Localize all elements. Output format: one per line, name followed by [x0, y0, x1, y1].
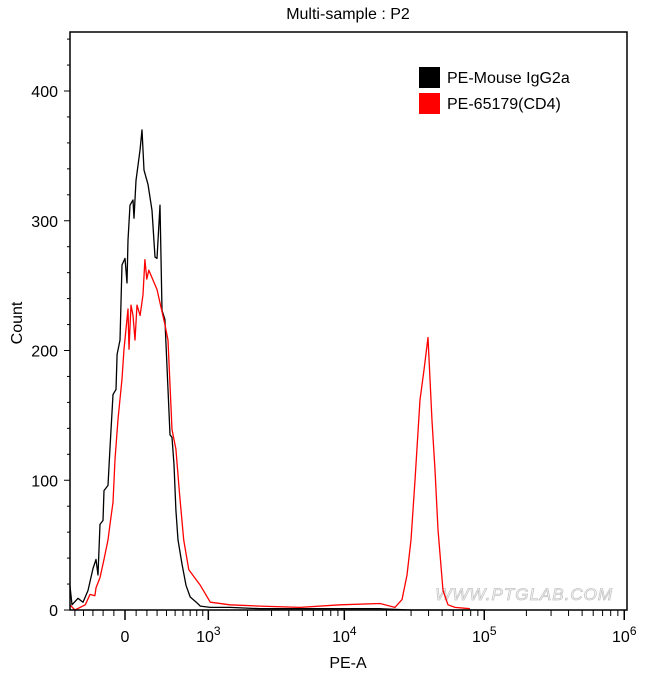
legend-swatch-cd4 — [419, 93, 440, 114]
x-tick-label: 0 — [121, 629, 130, 646]
legend-label-cd4: PE-65179(CD4) — [447, 96, 561, 113]
axis-ticks — [64, 38, 626, 620]
y-axis-label: Count — [9, 301, 26, 344]
x-tick-label: 105 — [472, 624, 497, 646]
legend-swatch-isotype — [419, 67, 440, 88]
watermark: WWW.PTGLAB.COM — [435, 585, 613, 604]
y-tick-labels: 0 100 200 300 400 — [31, 84, 58, 620]
y-tick-label: 0 — [49, 603, 58, 620]
x-tick-label: 103 — [196, 624, 221, 646]
series-lines — [69, 129, 485, 611]
y-tick-label: 300 — [31, 214, 58, 231]
x-tick-label: 104 — [332, 624, 357, 646]
legend: PE-Mouse IgG2a PE-65179(CD4) — [419, 67, 570, 114]
y-tick-label: 100 — [31, 473, 58, 490]
y-tick-label: 200 — [31, 344, 58, 361]
series-line-cd4 — [69, 259, 470, 611]
x-tick-label: 106 — [612, 624, 637, 646]
legend-label-isotype: PE-Mouse IgG2a — [447, 70, 570, 87]
chart-title: Multi-sample : P2 — [286, 6, 410, 23]
y-tick-label: 400 — [31, 84, 58, 101]
x-tick-labels: 0 103 104 105 106 — [121, 624, 637, 646]
series-line-isotype — [69, 129, 485, 611]
x-axis-label: PE-A — [329, 655, 367, 672]
plot-frame — [69, 31, 628, 611]
